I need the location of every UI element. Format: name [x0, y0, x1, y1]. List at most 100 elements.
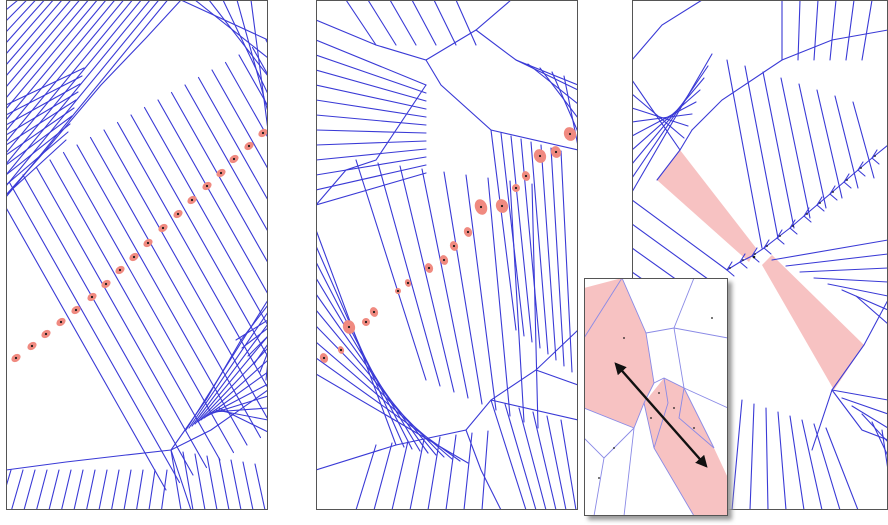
voronoi-edge — [845, 0, 855, 61]
site-inset-5 — [613, 447, 615, 449]
voronoi-edge — [425, 59, 578, 151]
site-right-4 — [779, 235, 781, 237]
site-right-5 — [792, 225, 794, 227]
voronoi-edge — [316, 54, 427, 94]
voronoi-edge — [726, 261, 733, 271]
voronoi-edge — [520, 138, 541, 349]
voronoi-edge — [170, 449, 182, 510]
voronoi-edge — [377, 162, 441, 387]
voronoi-edge — [35, 166, 208, 469]
voronoi-edge — [584, 278, 623, 339]
voronoi-edge — [500, 132, 525, 337]
voronoi-edge — [22, 174, 194, 476]
voronoi-edge — [455, 0, 477, 46]
site-left-10-point — [161, 226, 165, 230]
double-arrow — [614, 362, 708, 468]
voronoi-diagram-left — [6, 0, 268, 510]
voronoi-edge — [241, 327, 268, 349]
voronoi-edge — [829, 185, 836, 195]
voronoi-edge — [6, 123, 71, 176]
voronoi-edge — [8, 181, 181, 484]
voronoi-edge — [6, 0, 142, 165]
voronoi-edge — [73, 469, 84, 510]
voronoi-edge — [316, 245, 405, 448]
voronoi-edge — [6, 107, 75, 156]
voronoi-edge — [389, 0, 417, 46]
voronoi-edge — [6, 206, 167, 491]
voronoi-edge — [316, 148, 427, 161]
site-left-9-point — [146, 241, 150, 245]
voronoi-edge — [776, 237, 785, 245]
voronoi-edge — [316, 129, 427, 134]
voronoi-edge — [6, 0, 169, 198]
voronoi-edge — [247, 335, 268, 357]
voronoi-edge — [399, 165, 455, 393]
voronoi-edge — [490, 399, 527, 510]
site-right-7 — [819, 202, 821, 204]
voronoi-edge — [170, 91, 268, 264]
voronoi-edge — [749, 403, 755, 510]
voronoi-edge — [539, 67, 578, 119]
voronoi-edge — [463, 432, 473, 510]
voronoi-edge — [89, 136, 262, 439]
voronoi-edge — [367, 0, 397, 46]
site-inset-1 — [658, 392, 660, 394]
voronoi-edge — [780, 77, 811, 219]
voronoi-edge — [510, 135, 533, 343]
voronoi-edge — [409, 438, 425, 510]
voronoi-edge — [531, 183, 539, 429]
voronoi-edge — [6, 0, 37, 33]
voronoi-edge — [188, 311, 268, 429]
voronoi-edge — [481, 430, 489, 510]
voronoi-edge — [6, 131, 69, 186]
voronoi-edge — [182, 451, 194, 510]
voronoi-edge — [224, 61, 268, 139]
voronoi-edge — [763, 247, 772, 255]
voronoi-edge — [184, 84, 268, 233]
voronoi-edge — [160, 469, 168, 510]
voronoi-edge — [797, 0, 801, 61]
site-left-0-point — [14, 356, 18, 360]
voronoi-edge — [857, 161, 864, 171]
voronoi-edge — [490, 399, 578, 421]
voronoi-edge — [487, 177, 511, 417]
voronoi-edge — [218, 457, 230, 510]
voronoi-edge — [871, 149, 878, 159]
voronoi-edge — [345, 0, 377, 46]
voronoi-edge — [540, 144, 557, 361]
voronoi-edge — [316, 329, 578, 471]
voronoi-edge — [831, 389, 888, 401]
voronoi-edge — [731, 399, 743, 510]
voronoi-edge — [411, 0, 437, 46]
voronoi-edge — [813, 423, 841, 510]
voronoi-edge — [857, 169, 866, 177]
voronoi-edge — [852, 101, 875, 179]
voronoi-edge — [185, 299, 268, 431]
voronoi-edge — [135, 469, 144, 510]
voronoi-edge — [739, 253, 746, 263]
voronoi-edge — [799, 267, 888, 273]
voronoi-edge — [123, 469, 132, 510]
voronoi-edge — [789, 227, 798, 235]
voronoi-edge — [6, 0, 72, 77]
voronoi-edge — [831, 299, 888, 391]
voronoi-edge — [785, 253, 888, 267]
voronoi-edge — [10, 469, 24, 510]
voronoi-edge — [771, 239, 888, 261]
voronoi-edge — [871, 157, 880, 165]
voronoi-edge — [632, 199, 728, 271]
voronoi-edge — [6, 0, 45, 44]
voronoi-edge — [254, 463, 266, 510]
voronoi-edge — [194, 453, 206, 510]
voronoi-edge — [316, 164, 427, 191]
voronoi-edge — [62, 151, 235, 454]
voronoi-edge — [6, 0, 63, 66]
site-inset-8 — [711, 317, 713, 319]
voronoi-edge — [6, 0, 133, 154]
voronoi-edge — [170, 449, 192, 510]
voronoi-edge — [803, 215, 812, 223]
voronoi-edge — [816, 196, 823, 206]
voronoi-edge — [560, 150, 573, 373]
voronoi-edge — [645, 327, 728, 339]
voronoi-edge — [215, 409, 268, 421]
